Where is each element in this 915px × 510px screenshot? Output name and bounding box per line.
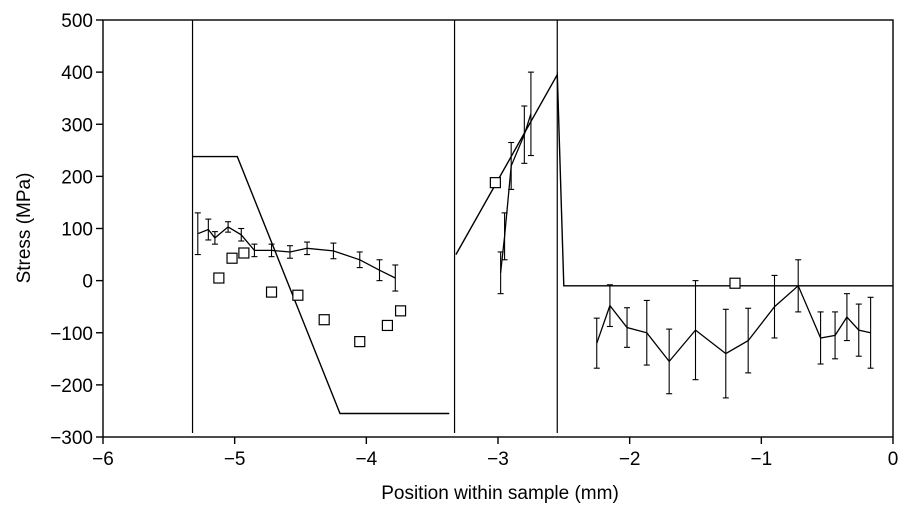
square-marker xyxy=(226,252,238,264)
plot-frame xyxy=(102,19,894,438)
y-tick-label: 400 xyxy=(61,63,93,84)
square-marker xyxy=(292,289,304,301)
x-tick-label: −6 xyxy=(92,449,114,470)
y-tick-label: −200 xyxy=(50,376,93,397)
x-tick-label: −1 xyxy=(750,449,772,470)
measured-line xyxy=(596,284,871,363)
x-tick-label: −2 xyxy=(619,449,641,470)
y-tick-label: 0 xyxy=(82,272,93,293)
measured-line xyxy=(197,226,396,279)
square-marker xyxy=(729,277,741,289)
y-tick-label: 300 xyxy=(61,115,93,136)
square-marker xyxy=(394,305,407,317)
axes: −6 −5 −4 −3 −2 −1 0 500 400 300 200 100 0 −100 −200 −30… xyxy=(50,11,898,470)
x-axis-title: Position within sample (mm) xyxy=(381,483,619,504)
square-marker xyxy=(489,177,501,189)
y-tick-label: 500 xyxy=(61,11,93,32)
model-line xyxy=(192,155,450,415)
square-marker xyxy=(381,319,393,332)
x-tick-label: −3 xyxy=(487,449,509,470)
y-tick-label: −300 xyxy=(50,428,93,449)
y-tick-label: 200 xyxy=(61,167,93,188)
square-marker xyxy=(238,247,250,259)
plot-area xyxy=(191,20,893,433)
y-tick-label: −100 xyxy=(50,324,93,345)
x-tick-label: 0 xyxy=(888,449,899,470)
measured-line xyxy=(499,113,532,273)
y-tick-label: 100 xyxy=(61,220,93,241)
y-axis-title: Stress (MPa) xyxy=(14,173,35,284)
x-tick-label: −4 xyxy=(355,449,377,470)
square-marker xyxy=(354,336,366,348)
square-marker xyxy=(265,286,278,298)
square-marker xyxy=(318,314,330,326)
x-tick-label: −5 xyxy=(224,449,246,470)
model-line xyxy=(455,72,893,287)
square-marker xyxy=(213,272,225,284)
